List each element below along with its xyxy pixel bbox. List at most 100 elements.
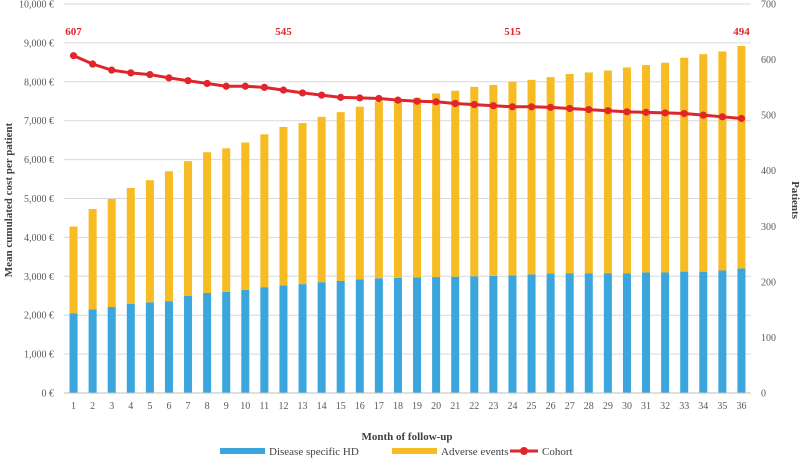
cohort-point	[623, 108, 631, 116]
y-tick-label: 2,000 €	[24, 311, 54, 322]
bar-disease-specific-hd	[527, 274, 536, 393]
bar-disease-specific-hd	[260, 287, 269, 393]
x-tick-label: 28	[584, 401, 594, 412]
bar-adverse-events	[622, 67, 631, 274]
legend-marker-cohort	[520, 447, 528, 455]
x-tick-label: 3	[109, 401, 114, 412]
x-tick-label: 36	[736, 401, 746, 412]
cohort-line-path	[72, 54, 742, 120]
bar-adverse-events	[298, 123, 307, 285]
bar-adverse-events	[432, 93, 441, 278]
cohort-point	[547, 103, 555, 111]
bar-disease-specific-hd	[661, 272, 670, 393]
cohort-point	[203, 79, 211, 88]
legend-label-cohort: Cohort	[542, 446, 573, 458]
bar-disease-specific-hd	[222, 291, 231, 393]
x-tick-label: 15	[336, 401, 346, 412]
bar-adverse-events	[164, 171, 173, 302]
bar-adverse-events	[393, 99, 402, 278]
legend: Disease specific HD Adverse events Cohor…	[220, 446, 573, 458]
bar-adverse-events	[565, 74, 574, 274]
cohort-point	[737, 114, 746, 123]
bar-adverse-events	[145, 180, 154, 303]
cohort-point	[375, 94, 383, 103]
bar-disease-specific-hd	[355, 279, 364, 393]
y-tick-label: 9,000 €	[24, 38, 54, 49]
bar-disease-specific-hd	[203, 293, 212, 393]
bar-disease-specific-hd	[737, 268, 746, 393]
bar-disease-specific-hd	[374, 278, 383, 393]
x-tick-label: 30	[622, 401, 632, 412]
y2-tick-label: 600	[761, 55, 776, 66]
bar-disease-specific-hd	[107, 307, 116, 393]
y2-tick-label: 100	[761, 333, 776, 344]
bar-disease-specific-hd	[298, 284, 307, 393]
cohort-point	[298, 89, 307, 97]
bar-adverse-events	[680, 57, 689, 272]
x-tick-label: 2	[90, 401, 95, 412]
cohort-point	[642, 108, 650, 116]
x-tick-label: 17	[374, 401, 384, 412]
bar-adverse-events	[508, 81, 517, 276]
y-tick-label: 1,000 €	[24, 350, 54, 361]
y-tick-label: 4,000 €	[24, 233, 54, 244]
y2-tick-label: 700	[761, 0, 776, 11]
cohort-point	[222, 82, 230, 90]
bar-adverse-events	[661, 62, 670, 273]
x-tick-label: 29	[603, 401, 613, 412]
bar-adverse-events	[355, 106, 364, 280]
cohort-point	[699, 111, 707, 119]
cohort-point	[604, 107, 612, 115]
x-tick-label: 16	[355, 401, 365, 412]
bar-disease-specific-hd	[603, 273, 612, 393]
x-tick-label: 4	[128, 401, 133, 412]
cohort-line	[69, 52, 746, 123]
x-tick-label: 14	[317, 401, 327, 412]
y-tick-label: 3,000 €	[24, 272, 54, 283]
x-tick-label: 25	[527, 401, 537, 412]
legend-label-adverse-events: Adverse events	[441, 446, 509, 458]
legend-swatch-disease-specific-hd	[220, 448, 265, 454]
bar-adverse-events	[451, 90, 460, 277]
cohort-annotation: 545	[275, 26, 292, 38]
cohort-point	[394, 96, 402, 104]
cohort-point	[718, 113, 726, 121]
x-tick-label: 1	[71, 401, 76, 412]
gridlines	[64, 3, 751, 355]
bar-disease-specific-hd	[622, 273, 631, 393]
cohort-point	[184, 77, 192, 85]
bar-disease-specific-hd	[699, 271, 708, 393]
cohort-point	[356, 94, 364, 102]
cohort-point	[451, 99, 459, 108]
cohort-point	[260, 83, 268, 91]
y-axis-title: Mean cumulated cost per patient	[3, 122, 15, 277]
cohort-point	[413, 97, 421, 105]
bar-adverse-events	[184, 161, 193, 296]
x-tick-label: 27	[565, 401, 575, 412]
bar-adverse-events	[737, 46, 746, 269]
cohort-point	[661, 109, 669, 117]
bar-disease-specific-hd	[164, 301, 173, 393]
bar-disease-specific-hd	[584, 273, 593, 393]
bar-disease-specific-hd	[489, 275, 498, 393]
bar-adverse-events	[718, 51, 727, 271]
bar-disease-specific-hd	[413, 277, 422, 393]
y2-tick-label: 500	[761, 111, 776, 122]
bar-adverse-events	[69, 226, 78, 314]
cohort-annotation: 494	[733, 26, 750, 38]
bar-adverse-events	[603, 70, 612, 274]
y-tick-label: 0 €	[42, 389, 55, 400]
bar-adverse-events	[699, 54, 708, 272]
bar-adverse-events	[126, 187, 135, 304]
bar-disease-specific-hd	[88, 309, 97, 393]
bar-disease-specific-hd	[470, 276, 479, 393]
bar-disease-specific-hd	[508, 275, 517, 393]
cohort-annotation: 515	[504, 26, 521, 38]
cohort-point	[127, 69, 135, 77]
bar-adverse-events	[241, 142, 250, 290]
x-tick-label: 13	[298, 401, 308, 412]
bar-disease-specific-hd	[317, 282, 326, 393]
x-tick-label: 34	[698, 401, 708, 412]
bar-adverse-events	[88, 209, 97, 310]
